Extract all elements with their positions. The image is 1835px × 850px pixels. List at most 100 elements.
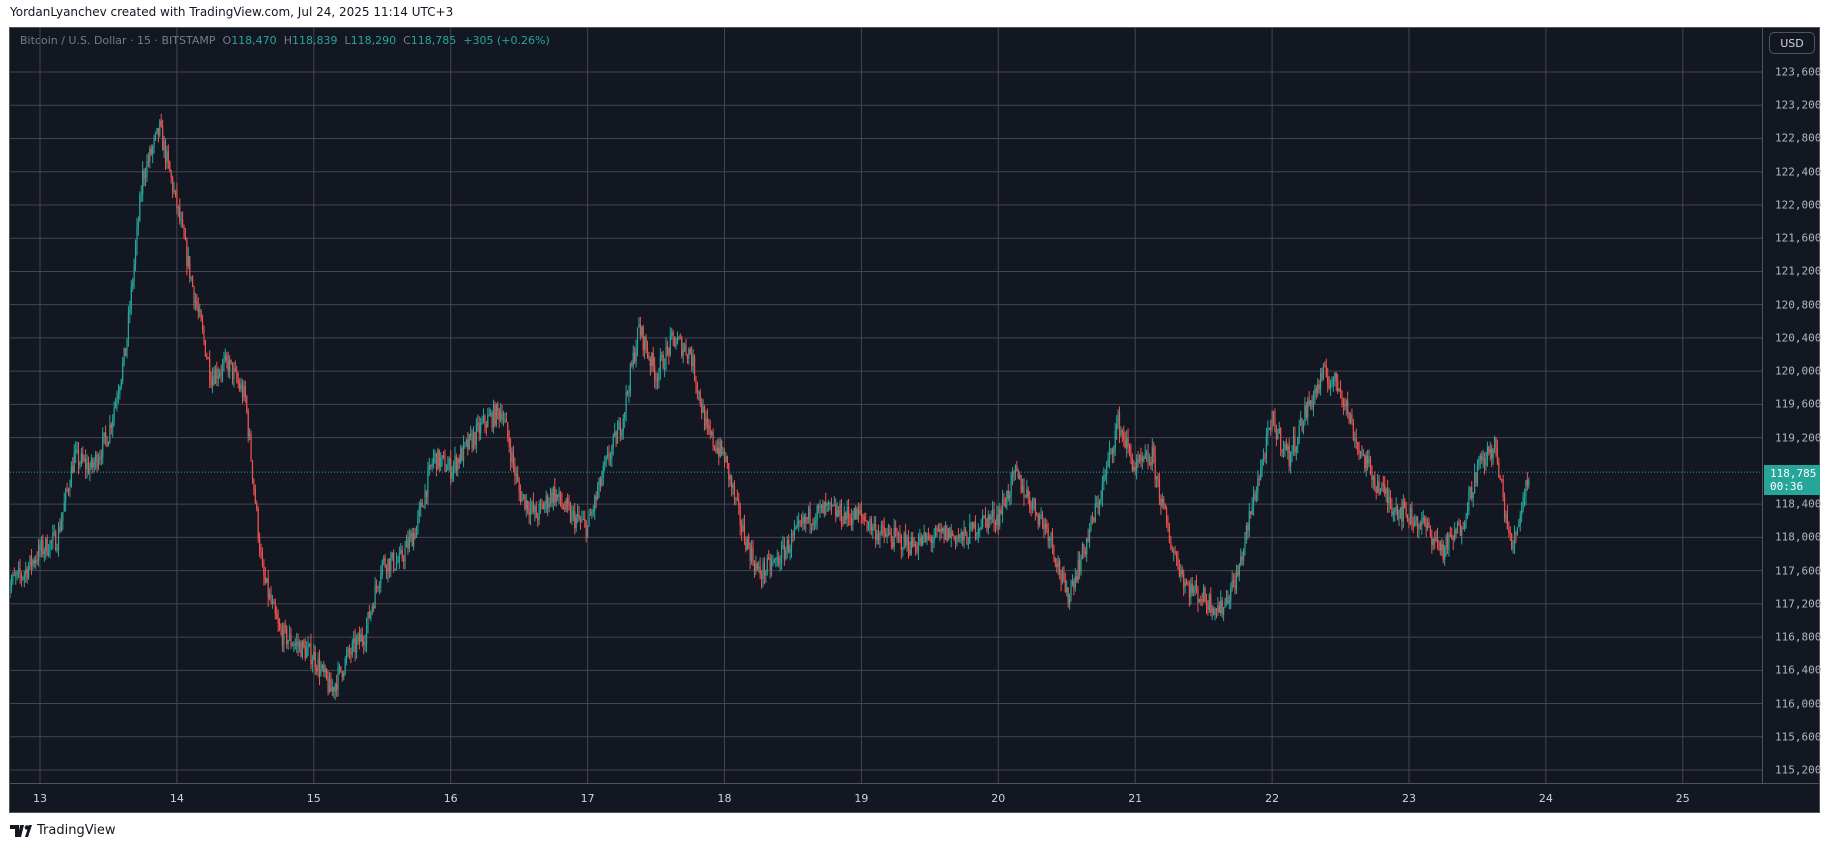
candle-body (33, 560, 35, 564)
plot-area[interactable]: Bitcoin / U.S. Dollar · 15 · BITSTAMP O1… (6, 28, 1762, 783)
candlestick-chart[interactable] (6, 28, 1762, 783)
candle-body (1329, 384, 1332, 389)
candle-body (209, 358, 211, 380)
candle-body (1023, 485, 1025, 497)
candle-body (1007, 491, 1009, 499)
chart-container[interactable]: Bitcoin / U.S. Dollar · 15 · BITSTAMP O1… (6, 27, 1822, 813)
candle-body (29, 555, 31, 567)
candle-body (363, 641, 365, 645)
candle-body (283, 625, 285, 646)
candle-body (1389, 497, 1392, 506)
candle-body (909, 550, 911, 555)
candle-body (27, 566, 30, 578)
candle-body (1006, 491, 1008, 507)
candle-body (1462, 528, 1464, 530)
candle-body (591, 511, 593, 516)
candle-body (39, 544, 41, 551)
candle-body (899, 534, 901, 536)
candle-body (90, 459, 92, 468)
candle-body (1419, 524, 1422, 526)
candle-body (815, 520, 817, 523)
candle-body (240, 385, 242, 390)
candle-body (19, 568, 21, 575)
candle-body (798, 521, 800, 523)
candle-body (1187, 584, 1189, 586)
bar-countdown: 00:36 (1770, 480, 1804, 494)
candle-body (472, 432, 475, 449)
candle-body (564, 508, 566, 510)
candle-body (973, 522, 975, 529)
candle-body (952, 532, 954, 536)
candle-body (243, 386, 245, 399)
candle-body (712, 431, 714, 446)
candle-body (162, 126, 164, 151)
candle-body (967, 543, 969, 545)
candle-body (672, 332, 674, 337)
time-axis[interactable]: 13 14 15 16 17 18 19 20 21 22 23 24 25 (10, 783, 1819, 813)
candle-body (157, 128, 159, 136)
candle-body (619, 421, 621, 436)
candle-body (216, 369, 218, 379)
candle-body (427, 470, 429, 498)
candle-body (1153, 447, 1155, 456)
price-tick-label: 119,600 (1775, 397, 1822, 411)
currency-button[interactable]: USD (1769, 32, 1815, 54)
candle-body (1064, 579, 1066, 593)
candle-body (239, 383, 241, 390)
candle-body (835, 504, 837, 517)
candle-body (505, 419, 507, 423)
candle-body (602, 465, 604, 478)
candle-body (652, 353, 654, 367)
candle-body (421, 502, 423, 507)
price-axis[interactable]: USD 123,600 123,200 122,800 122,400 122,000 1… (1762, 28, 1822, 783)
candle-body (393, 552, 395, 570)
candle-body (541, 503, 543, 505)
candle-body (281, 631, 284, 646)
candle-body (728, 463, 730, 480)
candle-body (361, 634, 363, 642)
candle-body (1439, 543, 1441, 551)
candle-body (1481, 455, 1483, 460)
candle-body (631, 364, 633, 366)
candle-body (256, 503, 258, 509)
candle-body (1302, 422, 1305, 431)
candle-body (229, 359, 231, 371)
candle-body (327, 678, 329, 693)
price-tick-label: 117,200 (1775, 597, 1822, 611)
candle-body (1341, 391, 1343, 400)
candle-body (1424, 517, 1426, 524)
candle-body (786, 539, 788, 550)
candle-body (987, 515, 989, 529)
candle-body (1185, 582, 1188, 585)
candle-body (1040, 515, 1042, 517)
candle-body (1374, 476, 1376, 487)
candle-body (129, 309, 131, 314)
candle-body (1501, 479, 1503, 481)
candle-body (521, 495, 523, 502)
candle-body (467, 439, 469, 449)
candle-body (73, 453, 75, 473)
candle-body (182, 219, 184, 227)
candle-body (624, 412, 626, 419)
candle-body (293, 645, 295, 647)
candle-body (575, 517, 577, 528)
candle-body (1355, 438, 1357, 443)
candle-body (1104, 474, 1106, 477)
candle-body (723, 451, 726, 463)
candle-body (562, 505, 564, 509)
candle-body (545, 495, 547, 505)
candle-body (124, 348, 127, 357)
candle-body (1088, 529, 1091, 541)
candle-body (1066, 587, 1068, 593)
candle-body (882, 525, 884, 528)
candle-body (462, 442, 465, 461)
candle-body (1448, 534, 1450, 550)
candle-body (247, 411, 249, 437)
candle-body (294, 643, 296, 646)
candle-body (527, 500, 529, 511)
candle-body (768, 557, 770, 559)
candle-body (709, 428, 711, 435)
candle-body (1024, 496, 1026, 498)
candle-body (408, 536, 410, 549)
candle-body (661, 354, 663, 357)
